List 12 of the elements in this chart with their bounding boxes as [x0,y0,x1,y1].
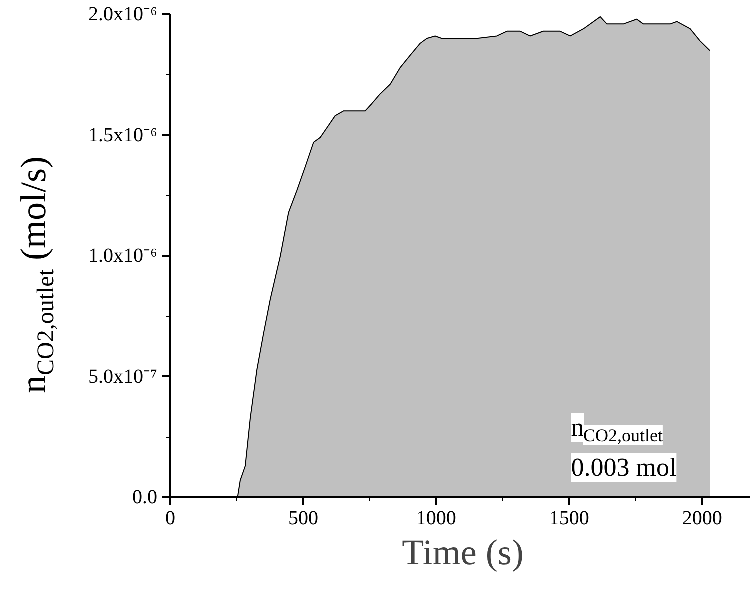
y-tick-label: 2.0x10⁻⁶ [88,4,158,26]
annotation: 0.003 mol [571,453,677,482]
x-tick-label: 0 [166,508,176,530]
y-tick-label: 1.5x10⁻⁶ [88,124,158,146]
x-tick-label: 1500 [549,508,590,530]
y-tick-label: 5.0x10⁻⁷ [88,366,158,388]
x-tick-label: 2000 [682,508,722,530]
x-axis-title: Time (s) [402,532,524,572]
y-tick-label: 0.0 [132,486,158,508]
x-tick-label: 1000 [416,508,456,530]
y-tick-label: 1.0x10⁻⁶ [88,245,158,267]
x-tick-label: 500 [288,508,318,530]
